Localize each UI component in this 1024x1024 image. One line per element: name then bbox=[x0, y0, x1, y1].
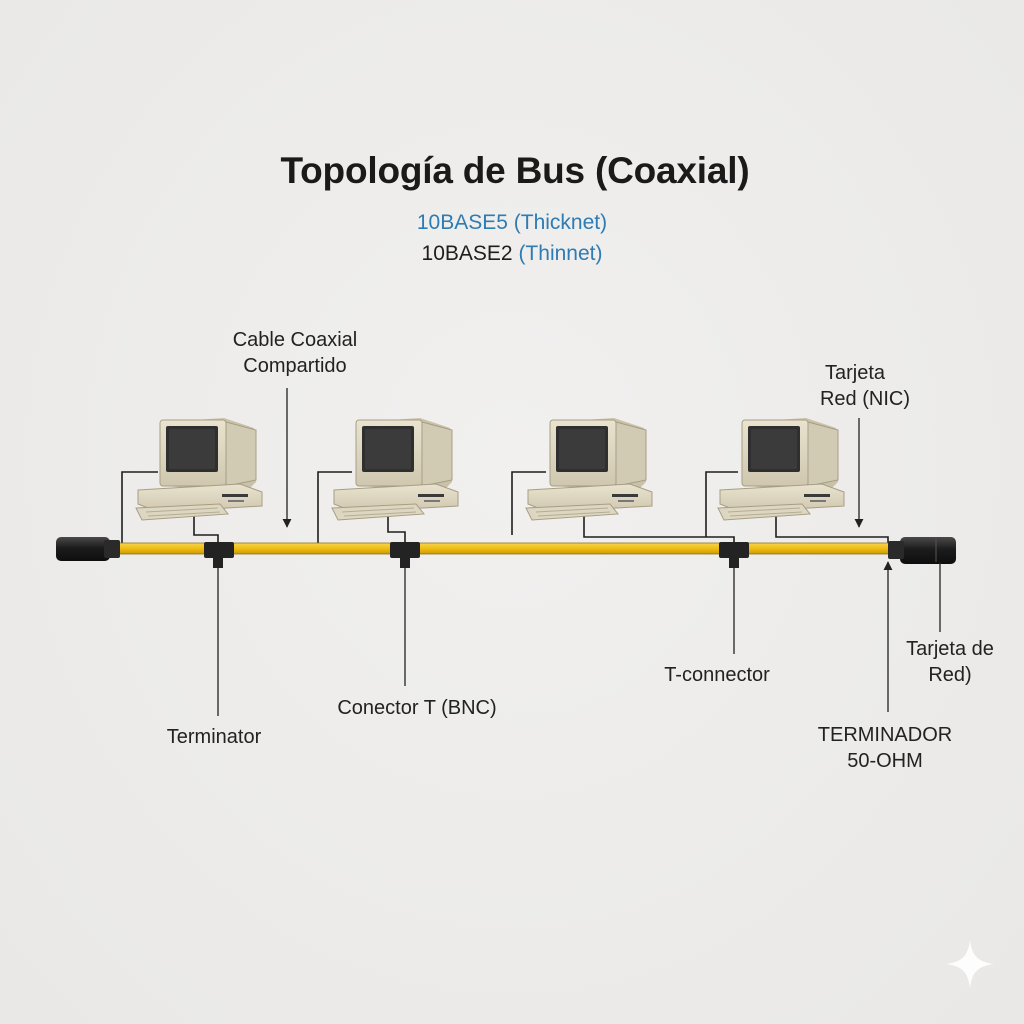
drop-cable-1b bbox=[193, 500, 219, 543]
label-cable-coaxial: Cable Coaxial Compartido bbox=[225, 327, 365, 379]
t-connector-icon bbox=[719, 542, 749, 568]
label-tarjeta-red-nic-line2: Red (NIC) bbox=[819, 388, 910, 410]
label-tarjeta-red-nic: Tarjeta Red (NIC) bbox=[800, 360, 930, 412]
label-tarjeta-de-red-line2: Red) bbox=[928, 664, 972, 686]
label-cable-coaxial-line1: Cable Coaxial bbox=[232, 329, 358, 351]
subtitle-10base2: 10BASE2 (Thinnet) bbox=[0, 242, 1024, 266]
computer-icon bbox=[525, 417, 653, 521]
label-tarjeta-red-nic-line1: Tarjeta bbox=[825, 362, 886, 384]
callout-lines bbox=[217, 388, 941, 716]
subtitle-10base5: 10BASE5 (Thicknet) bbox=[416, 211, 608, 234]
sparkle-icon bbox=[946, 940, 994, 988]
label-tarjeta-de-red-line1: Tarjeta de bbox=[906, 638, 994, 660]
subtitle-thinnet: (Thinnet) bbox=[518, 242, 603, 265]
label-cable-coaxial-line2: Compartido bbox=[243, 355, 347, 377]
label-terminador-50-ohm: TERMINADOR 50-OHM bbox=[806, 722, 964, 774]
subtitle-10base2-name: 10BASE2 bbox=[421, 242, 513, 265]
label-terminador-line1: TERMINADOR bbox=[817, 724, 953, 746]
drop-cable-4 bbox=[705, 471, 738, 537]
drop-cable-3b bbox=[583, 500, 735, 543]
t-connector-icon bbox=[204, 542, 234, 568]
diagram-title: Topología de Bus (Coaxial) bbox=[280, 150, 750, 191]
label-t-connector: T-connector bbox=[664, 664, 770, 686]
label-tarjeta-de-red: Tarjeta de Red) bbox=[894, 636, 1006, 688]
drop-cable-1 bbox=[121, 471, 158, 543]
drop-cable-3 bbox=[511, 471, 546, 535]
drop-cable-4b bbox=[775, 500, 889, 545]
terminator-icon bbox=[56, 537, 120, 561]
computer-icon bbox=[717, 417, 845, 521]
label-terminator: Terminator bbox=[166, 726, 262, 748]
label-conector-t-bnc: Conector T (BNC) bbox=[337, 697, 497, 719]
drop-cable-2 bbox=[317, 471, 352, 543]
computer-icon bbox=[331, 417, 459, 521]
computer-icon bbox=[135, 417, 263, 521]
label-terminador-line2: 50-OHM bbox=[847, 750, 923, 772]
t-connector-icon bbox=[390, 542, 420, 568]
terminator-icon bbox=[888, 537, 956, 564]
